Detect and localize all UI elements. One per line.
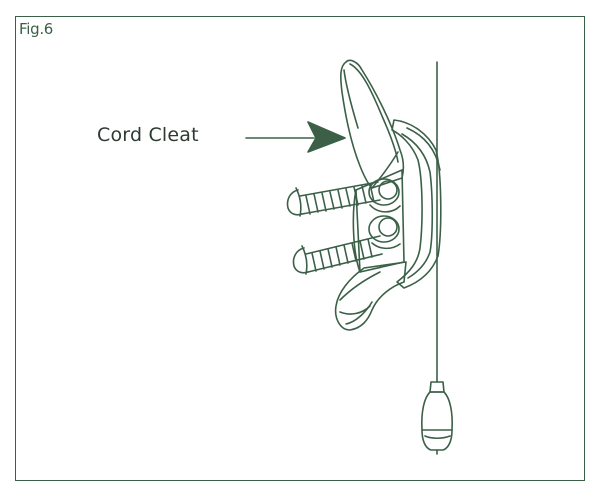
cord-weight-icon <box>421 381 453 455</box>
figure-frame <box>15 16 585 481</box>
screw-icon <box>292 235 383 275</box>
cleat-base-plate <box>391 119 442 289</box>
figure-label: Fig.6 <box>19 20 54 38</box>
callout-label: Cord Cleat <box>97 124 199 146</box>
screw-icon <box>286 181 381 217</box>
cleat-lower-horn <box>334 261 407 331</box>
right-arrow-icon <box>245 121 346 153</box>
